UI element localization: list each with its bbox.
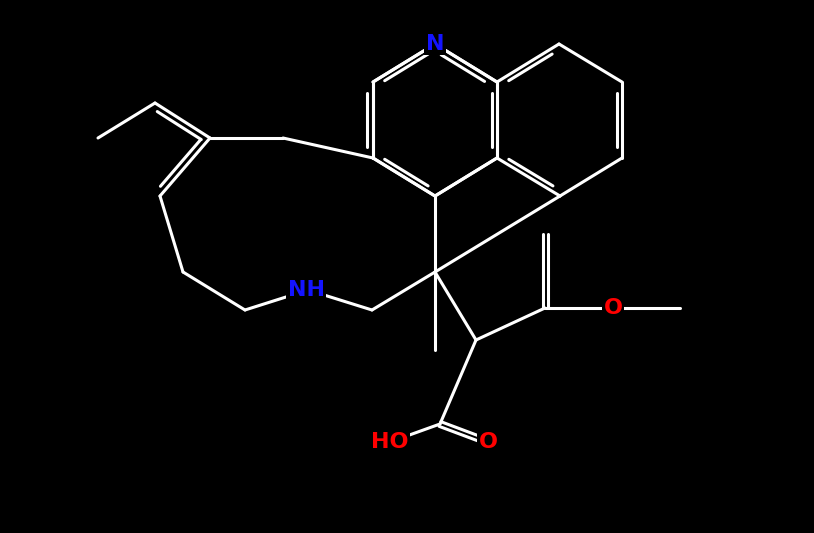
Text: O: O <box>479 432 497 452</box>
Text: HO: HO <box>371 432 409 452</box>
Text: O: O <box>603 298 623 318</box>
Text: NH: NH <box>287 280 325 300</box>
Text: N: N <box>426 34 444 54</box>
